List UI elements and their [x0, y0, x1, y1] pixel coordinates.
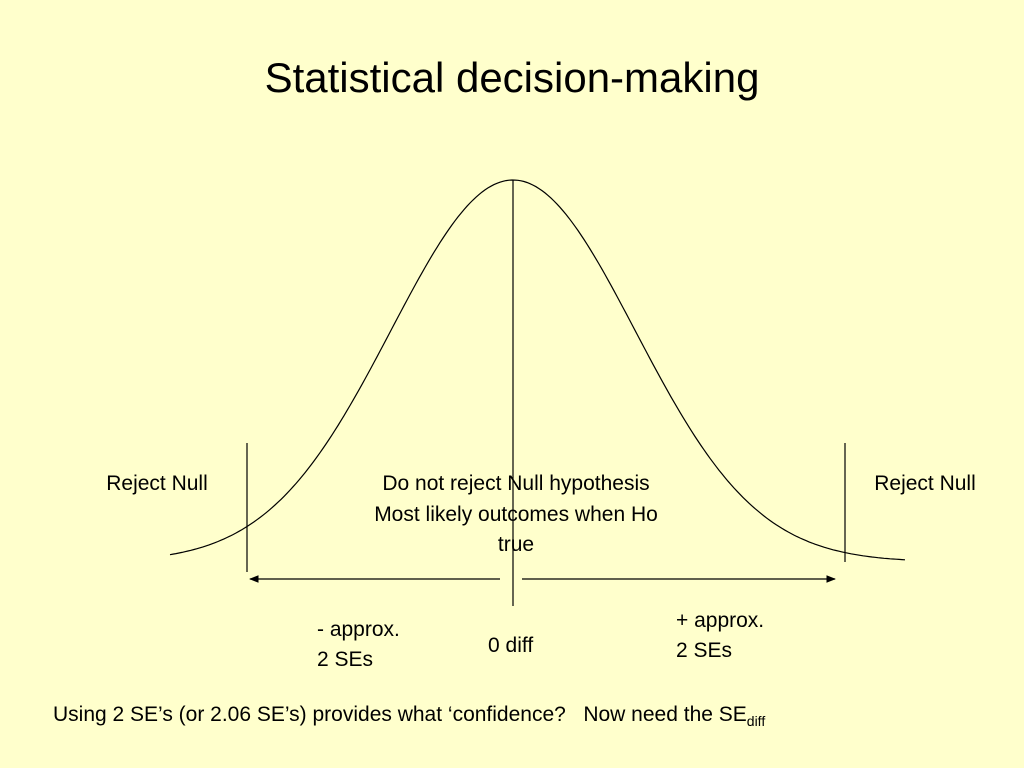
plus-label: + approx.	[676, 609, 764, 632]
footer: Using 2 SE’s (or 2.06 SE’s) provides wha…	[53, 703, 765, 729]
bell-curve	[169, 179, 906, 561]
title: Statistical decision-making	[265, 54, 760, 101]
zero-label: 0 diff	[488, 634, 533, 657]
center-region-line: Do not reject Null hypothesis	[382, 472, 649, 495]
footer-subscript: diff	[747, 713, 766, 729]
left-region-label: Reject Null	[106, 472, 208, 495]
minus-label: 2 SEs	[317, 648, 373, 671]
footer-text: Using 2 SE’s (or 2.06 SE’s) provides wha…	[53, 703, 747, 726]
plus-label: 2 SEs	[676, 639, 732, 662]
right-region-label: Reject Null	[874, 472, 976, 495]
minus-label: - approx.	[317, 618, 400, 641]
center-region-line: Most likely outcomes when Ho	[374, 503, 658, 526]
center-region-line: true	[498, 533, 534, 556]
